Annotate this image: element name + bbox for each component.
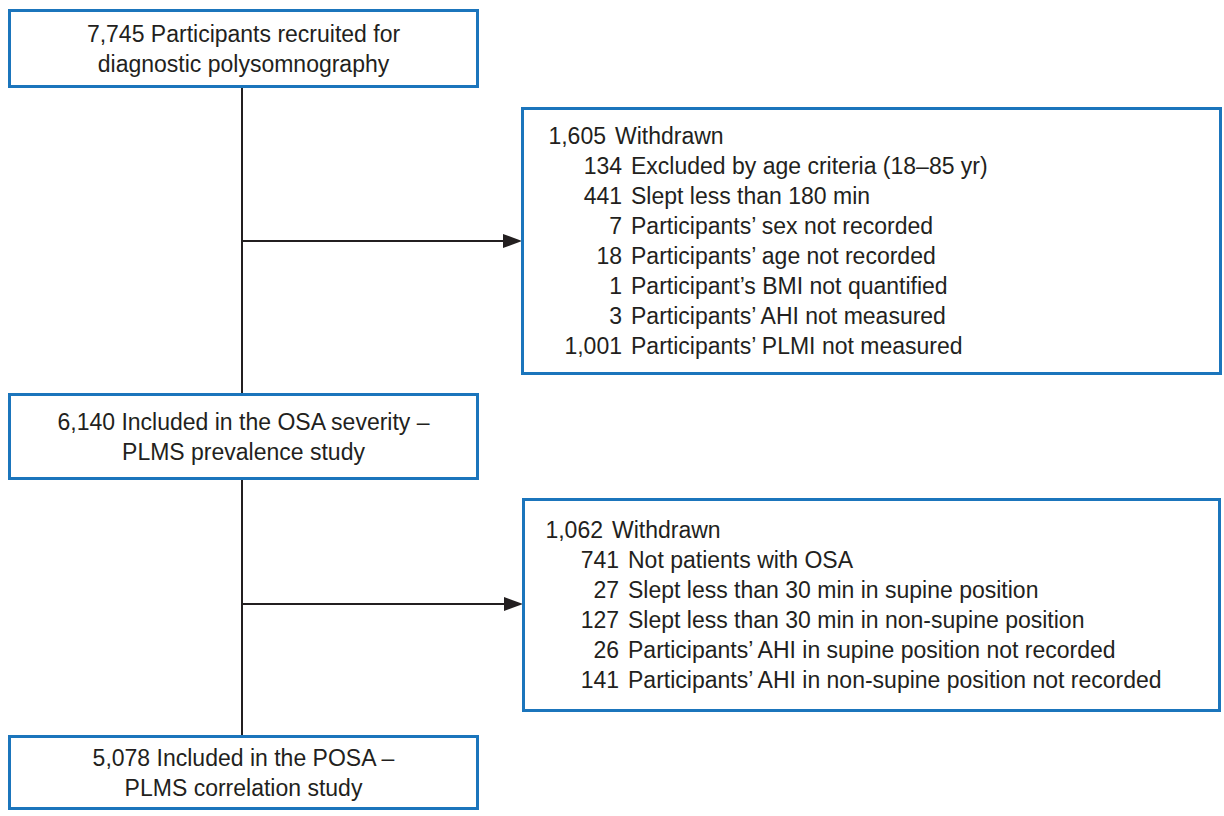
item-count: 7 xyxy=(548,211,622,241)
withdrawn-1-item: 1,001 Participants’ PLMI not measured xyxy=(548,331,1211,361)
box-withdrawn-2: 1,062 Withdrawn 741 Not patients with OS… xyxy=(522,498,1221,712)
connector-osa-to-posa xyxy=(241,480,243,735)
box-withdrawn-1: 1,605 Withdrawn 134 Excluded by age crit… xyxy=(521,107,1222,375)
item-count: 127 xyxy=(545,605,619,635)
withdrawn-2-item: 741 Not patients with OSA xyxy=(545,545,1210,575)
withdrawn-1-item: 3 Participants’ AHI not measured xyxy=(548,301,1211,331)
withdrawn-2-item: 26 Participants’ AHI in supine position … xyxy=(545,635,1210,665)
box-posa-correlation: 5,078 Included in the POSA – PLMS correl… xyxy=(8,735,479,810)
withdrawn-1-item: 441 Slept less than 180 min xyxy=(548,181,1211,211)
item-label: Participant’s BMI not quantified xyxy=(631,271,948,301)
withdrawn-1-count: 1,605 xyxy=(548,121,606,151)
item-count: 27 xyxy=(545,575,619,605)
arrow-right-icon xyxy=(503,234,522,248)
item-label: Participants’ AHI in non-supine position… xyxy=(628,665,1162,695)
item-count: 3 xyxy=(548,301,622,331)
withdrawn-1-label: Withdrawn xyxy=(615,121,724,151)
withdrawn-2-item: 27 Slept less than 30 min in supine posi… xyxy=(545,575,1210,605)
box-recruited-line-1: 7,745 Participants recruited for xyxy=(11,19,476,49)
box-posa-line-1: 5,078 Included in the POSA – xyxy=(11,743,476,773)
item-count: 1 xyxy=(548,271,622,301)
item-count: 741 xyxy=(545,545,619,575)
item-label: Participants’ age not recorded xyxy=(631,241,936,271)
item-count: 1,001 xyxy=(548,331,622,361)
item-label: Participants’ PLMI not measured xyxy=(631,331,963,361)
withdrawn-1-item: 1 Participant’s BMI not quantified xyxy=(548,271,1211,301)
item-count: 26 xyxy=(545,635,619,665)
item-label: Slept less than 30 min in supine positio… xyxy=(628,575,1038,605)
item-count: 441 xyxy=(548,181,622,211)
item-label: Participants’ AHI not measured xyxy=(631,301,946,331)
item-label: Excluded by age criteria (18–85 yr) xyxy=(631,151,988,181)
box-recruited-line-2: diagnostic polysomnography xyxy=(11,49,476,79)
withdrawn-1-item: 134 Excluded by age criteria (18–85 yr) xyxy=(548,151,1211,181)
box-recruited: 7,745 Participants recruited for diagnos… xyxy=(8,9,479,88)
withdrawn-2-title-row: 1,062 Withdrawn xyxy=(545,515,1210,545)
box-osa-line-2: PLMS prevalence study xyxy=(11,437,476,467)
withdrawn-2-count: 1,062 xyxy=(545,515,603,545)
withdrawn-1-item: 7 Participants’ sex not recorded xyxy=(548,211,1211,241)
item-count: 18 xyxy=(548,241,622,271)
box-osa-line-1: 6,140 Included in the OSA severity – xyxy=(11,407,476,437)
connector-to-withdrawn-1 xyxy=(242,240,503,242)
box-osa-severity: 6,140 Included in the OSA severity – PLM… xyxy=(8,393,479,480)
withdrawn-1-item: 18 Participants’ age not recorded xyxy=(548,241,1211,271)
item-label: Slept less than 30 min in non-supine pos… xyxy=(628,605,1084,635)
arrow-right-icon xyxy=(504,597,523,611)
item-label: Participants’ sex not recorded xyxy=(631,211,933,241)
item-label: Slept less than 180 min xyxy=(631,181,870,211)
box-posa-line-2: PLMS correlation study xyxy=(11,773,476,803)
item-label: Not patients with OSA xyxy=(628,545,853,575)
item-label: Participants’ AHI in supine position not… xyxy=(628,635,1116,665)
withdrawn-2-label: Withdrawn xyxy=(612,515,721,545)
item-count: 134 xyxy=(548,151,622,181)
item-count: 141 xyxy=(545,665,619,695)
connector-to-withdrawn-2 xyxy=(242,603,504,605)
flow-diagram: 7,745 Participants recruited for diagnos… xyxy=(0,0,1224,816)
withdrawn-1-title-row: 1,605 Withdrawn xyxy=(548,121,1211,151)
withdrawn-2-item: 127 Slept less than 30 min in non-supine… xyxy=(545,605,1210,635)
withdrawn-2-item: 141 Participants’ AHI in non-supine posi… xyxy=(545,665,1210,695)
